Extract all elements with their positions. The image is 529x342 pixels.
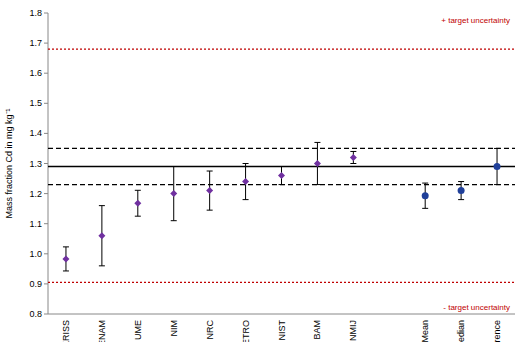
point <box>350 154 357 161</box>
y-tick-label: 1.0 <box>29 249 42 259</box>
point <box>134 200 141 207</box>
y-tick <box>44 223 48 224</box>
point <box>494 163 501 170</box>
line-label: - target uncertainty <box>443 303 510 312</box>
x-tick-label: Reference <box>492 320 502 342</box>
y-axis-label: Mass fraction Cd in mg kg⁻¹ <box>4 108 14 218</box>
error-bar <box>494 148 500 184</box>
point <box>422 192 429 199</box>
error-cap <box>279 184 285 185</box>
y-tick <box>44 283 48 284</box>
error-bar <box>243 164 249 200</box>
y-tick-label: 1.3 <box>29 159 42 169</box>
y-tick-label: 1.1 <box>29 219 42 229</box>
error-cap <box>422 208 428 209</box>
x-tick-label: NIM <box>169 320 179 337</box>
y-tick-label: 0.9 <box>29 279 42 289</box>
x-tick-label: Median <box>456 320 466 342</box>
y-tick <box>44 193 48 194</box>
error-cap <box>350 163 356 164</box>
point <box>206 187 213 194</box>
point <box>62 255 69 262</box>
error-bar <box>207 171 213 210</box>
x-tick-label: UME <box>133 320 143 340</box>
error-cap <box>458 181 464 182</box>
line-label: + target uncertainty <box>441 16 510 25</box>
reference-line <box>48 49 515 50</box>
reference-line <box>48 184 515 185</box>
point <box>278 172 285 179</box>
point <box>458 187 465 194</box>
y-tick-label: 1.8 <box>29 8 42 18</box>
y-tick <box>44 13 48 14</box>
error-cap <box>63 270 69 271</box>
y-tick-label: 1.2 <box>29 189 42 199</box>
y-tick <box>44 73 48 74</box>
error-bar <box>135 190 141 216</box>
error-bar <box>314 142 320 184</box>
y-tick <box>44 103 48 104</box>
error-cap <box>314 142 320 143</box>
point <box>98 232 105 239</box>
reference-line <box>48 282 515 283</box>
error-cap <box>99 205 105 206</box>
error-cap <box>63 246 69 247</box>
error-cap <box>494 184 500 185</box>
error-bar <box>422 183 428 208</box>
error-cap <box>135 190 141 191</box>
point <box>242 178 249 185</box>
point <box>170 190 177 197</box>
error-cap <box>135 216 141 217</box>
y-tick-label: 1.4 <box>29 128 42 138</box>
y-tick <box>44 133 48 134</box>
error-bar <box>99 206 105 266</box>
error-bar <box>63 247 69 271</box>
error-cap <box>171 166 177 167</box>
x-tick-label: NMIJ <box>348 320 358 341</box>
y-tick <box>44 43 48 44</box>
error-cap <box>494 148 500 149</box>
x-tick-label: KRISS <box>61 320 71 342</box>
plot-area <box>48 49 515 282</box>
x-tick-label: BAM <box>312 320 322 340</box>
error-cap <box>207 171 213 172</box>
error-bar <box>171 167 177 221</box>
y-tick <box>44 253 48 254</box>
y-tick-label: 1.6 <box>29 68 42 78</box>
x-tick-label: INMETRO <box>241 320 251 342</box>
error-bar <box>350 151 356 163</box>
error-bar <box>279 167 285 185</box>
x-tick-label: NRC <box>205 320 215 340</box>
error-cap <box>171 220 177 221</box>
reference-line <box>48 148 515 149</box>
x-tick-label: NIST <box>277 320 287 341</box>
error-cap <box>243 163 249 164</box>
x-axis <box>48 314 515 315</box>
chart: 0.8 0.9 1.0 1.1 1.2 1.3 1.4 1.5 1.6 1.7 1.8 Mass fr… <box>0 0 529 342</box>
error-cap <box>99 265 105 266</box>
x-tick-label: Mean <box>420 320 430 342</box>
error-cap <box>350 151 356 152</box>
error-bar <box>458 182 464 200</box>
error-cap <box>314 184 320 185</box>
y-tick-label: 0.8 <box>29 309 42 319</box>
error-cap <box>207 210 213 211</box>
error-cap <box>279 166 285 167</box>
error-cap <box>458 199 464 200</box>
y-tick-label: 1.7 <box>29 38 42 48</box>
y-tick <box>44 314 48 315</box>
y-tick-label: 1.5 <box>29 98 42 108</box>
error-cap <box>422 183 428 184</box>
x-tick-label: CENAM <box>97 320 107 342</box>
y-tick <box>44 163 48 164</box>
point <box>314 160 321 167</box>
error-cap <box>243 199 249 200</box>
